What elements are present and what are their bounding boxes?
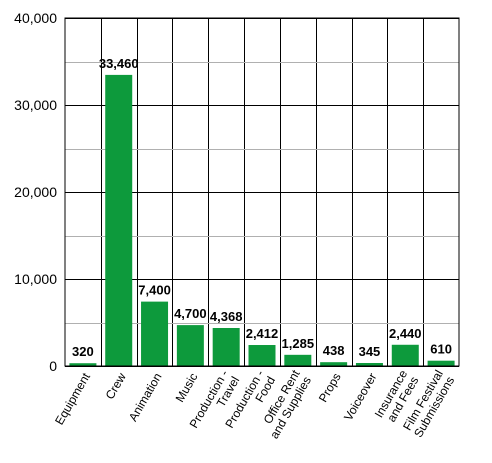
- data-label: 2,440: [389, 326, 422, 341]
- x-tick-label: Music: [173, 371, 201, 405]
- x-tick-label: Animation: [126, 371, 165, 424]
- data-label: 320: [72, 344, 94, 359]
- y-tick-label: 0: [49, 358, 57, 374]
- x-tick-label-line: Equipment: [52, 370, 93, 427]
- bar: [105, 74, 133, 366]
- data-label: 7,400: [138, 283, 171, 298]
- x-tick-label: Props: [316, 371, 344, 405]
- data-label: 610: [430, 342, 452, 357]
- data-label: 4,700: [174, 306, 207, 321]
- bar: [284, 354, 312, 366]
- bar: [212, 327, 240, 366]
- bar: [427, 360, 455, 366]
- data-label: 345: [359, 344, 381, 359]
- bar: [320, 362, 348, 366]
- x-tick-label-line: Props: [316, 371, 344, 405]
- data-label: 33,460: [99, 56, 139, 71]
- bar: [248, 345, 276, 366]
- y-tick-label: 10,000: [14, 271, 57, 287]
- y-axis-ticks: 0 10,000 20,000 30,000 40,000: [14, 10, 57, 374]
- bar: [141, 301, 169, 366]
- bar: [69, 363, 97, 366]
- data-label: 438: [323, 343, 345, 358]
- data-label: 4,368: [210, 309, 243, 324]
- y-tick-label: 40,000: [14, 10, 57, 26]
- x-tick-label-line: Crew: [103, 370, 129, 402]
- x-tick-label: Equipment: [52, 370, 93, 427]
- x-tick-label: Crew: [103, 370, 129, 402]
- bar: [176, 325, 204, 366]
- plot-frame: [64, 17, 460, 367]
- x-tick-label-line: Music: [173, 371, 201, 405]
- data-label: 1,285: [282, 336, 315, 351]
- y-tick-label: 20,000: [14, 184, 57, 200]
- bar: [391, 344, 419, 366]
- bar: [355, 362, 383, 366]
- bars: [69, 74, 455, 366]
- data-label: 2,412: [246, 326, 279, 341]
- x-tick-label-line: Animation: [126, 371, 165, 424]
- y-tick-label: 30,000: [14, 97, 57, 113]
